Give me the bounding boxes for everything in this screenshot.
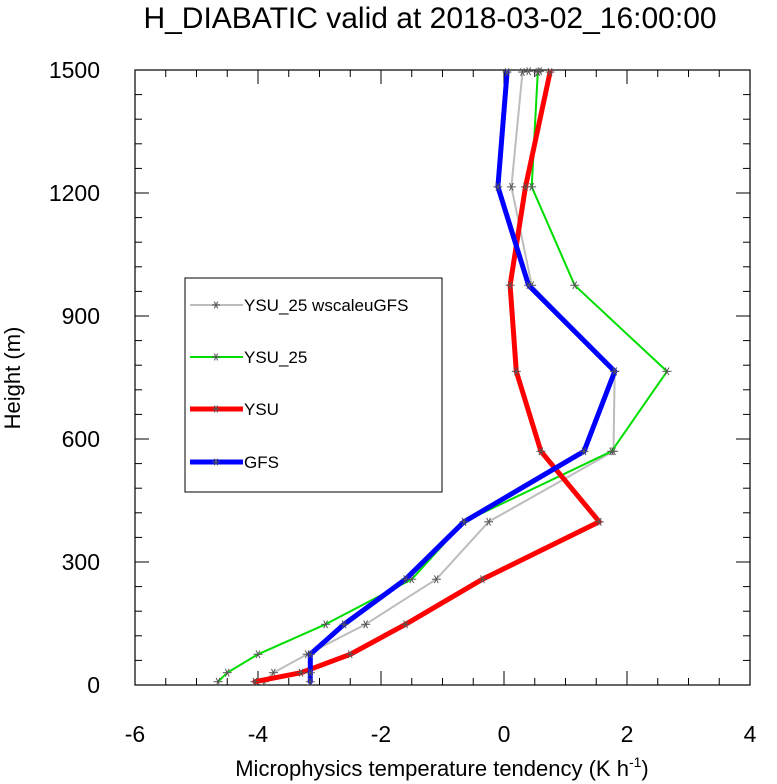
series-point-ysu-25-wscaleugfs <box>268 668 278 677</box>
series-point-ysu-25-wscaleugfs <box>484 517 494 526</box>
x-axis-label: Microphysics temperature tendency (K h-1… <box>235 754 649 781</box>
series-point-ysu-25-wscaleugfs <box>361 620 371 629</box>
legend-marker-ysu-25 <box>212 353 220 361</box>
x-tick-labels: -6 -4 -2 0 2 4 <box>125 721 757 747</box>
series-point-gfs <box>339 620 349 629</box>
legend-box <box>184 277 443 493</box>
legend: YSU_25 wscaleuGFS YSU_25 YSU GFS <box>184 277 443 493</box>
series-point-gfs <box>524 281 534 290</box>
y-tick-label: 1500 <box>49 57 100 83</box>
legend-marker-gfs <box>212 458 220 466</box>
y-tick-label: 900 <box>62 303 100 329</box>
x-tick-label: 2 <box>621 721 634 747</box>
legend-label-ysu-25: YSU_25 <box>244 348 307 367</box>
series-point-ysu-25-wscaleugfs <box>524 67 534 76</box>
series-point-ysu-25 <box>213 677 223 686</box>
series-lines <box>213 67 672 686</box>
x-axis-label-end: ) <box>641 756 648 781</box>
legend-marker-ysu-25-wscaleugfs <box>212 301 220 309</box>
series-point-ysu <box>594 517 604 526</box>
series-point-ysu <box>545 68 555 77</box>
series-point-gfs <box>305 677 315 686</box>
series-point-ysu <box>521 182 531 191</box>
series-point-ysu-25-wscaleugfs <box>506 182 516 191</box>
axis-ticks <box>134 69 751 686</box>
series-point-ysu-25 <box>222 668 232 677</box>
series-point-ysu-25 <box>535 67 545 76</box>
legend-marker-ysu <box>212 405 220 413</box>
legend-label-ysu-25-wscaleugfs: YSU_25 wscaleuGFS <box>244 296 408 315</box>
x-tick-label: -2 <box>371 721 391 747</box>
x-tick-label: -4 <box>248 721 269 747</box>
series-point-ysu-25 <box>662 367 672 376</box>
series-point-gfs <box>459 517 469 526</box>
x-tick-label: -6 <box>125 721 145 747</box>
x-tick-label: 4 <box>744 721 757 747</box>
series-point-ysu-25-wscaleugfs <box>517 68 527 77</box>
series-point-gfs <box>305 650 315 659</box>
plot-area <box>134 67 751 686</box>
series-point-ysu-25 <box>607 447 617 456</box>
series-point-ysu <box>345 650 355 659</box>
series-point-ysu <box>536 447 546 456</box>
series-point-gfs <box>305 668 315 677</box>
series-point-ysu <box>250 677 260 686</box>
series-point-ysu <box>511 367 521 376</box>
x-axis-label-main: Microphysics temperature tendency (K h <box>235 756 629 781</box>
series-point-ysu <box>477 575 487 584</box>
chart-title: H_DIABATIC valid at 2018-03-02_16:00:00 <box>143 2 716 35</box>
legend-label-ysu: YSU <box>244 400 279 419</box>
y-tick-label: 600 <box>62 426 100 452</box>
y-tick-label: 1200 <box>49 180 100 206</box>
series-point-gfs <box>493 182 503 191</box>
x-tick-label: 0 <box>498 721 511 747</box>
series-point-ysu-25-wscaleugfs <box>431 575 441 584</box>
series-point-gfs <box>579 447 589 456</box>
legend-label-gfs: GFS <box>244 453 279 472</box>
y-axis-label: Height (m) <box>0 327 25 430</box>
series-point-ysu <box>401 620 411 629</box>
series-point-gfs <box>610 367 620 376</box>
series-point-ysu <box>505 281 515 290</box>
series-line-ysu-25-wscaleugfs <box>263 70 616 683</box>
series-point-ysu-25 <box>570 281 580 290</box>
series-point-ysu-25 <box>321 620 331 629</box>
series-point-ysu <box>296 668 306 677</box>
series-point-gfs <box>401 575 411 584</box>
x-axis-label-superscript: -1 <box>629 754 642 770</box>
series-point-gfs <box>502 68 512 77</box>
y-tick-labels: 0 300 600 900 1200 1500 <box>49 57 100 698</box>
y-tick-label: 0 <box>87 672 100 698</box>
y-tick-label: 300 <box>62 549 100 575</box>
series-point-ysu-25 <box>253 650 263 659</box>
series-line-ysu-25 <box>217 70 668 683</box>
